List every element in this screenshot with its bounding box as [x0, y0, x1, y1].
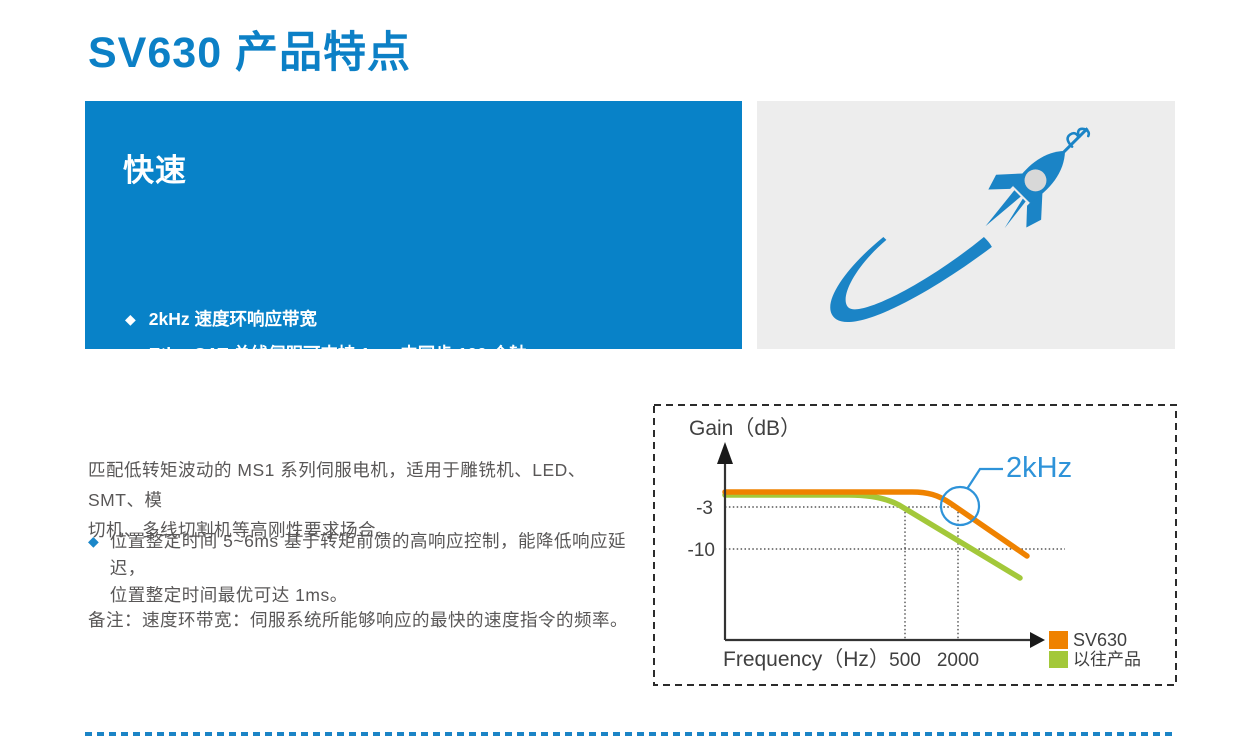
feature-bullet-text: 位置整定时间 5~6ms 基于转矩前馈的高响应控制，能降低响应延迟， 位置整定时…: [110, 528, 640, 609]
rocket-streamer: [1066, 127, 1091, 148]
chart-dashed-border: [653, 404, 1177, 686]
series-line-legacy: [722, 492, 1023, 581]
rocket-trail: [830, 236, 992, 323]
rocket-exhaust: [985, 190, 1021, 227]
x-tick-500: 500: [889, 650, 921, 671]
legend-label-sv630: SV630: [1073, 630, 1127, 650]
bottom-dashed-divider: [85, 732, 1175, 736]
rocket-needle: [1062, 127, 1089, 154]
feature-banner: 快速 ◆ 2kHz 速度环响应带宽 ◆ EtherCAT 总线伺服可支持 1ms…: [85, 101, 742, 364]
y-tick-minus3: -3: [696, 498, 713, 519]
banner-bullet-item: ◆ EtherCAT 总线伺服可支持 1ms 内同步 100 个轴: [125, 341, 527, 366]
description-paragraph-line: 匹配低转矩波动的 MS1 系列伺服电机，适用于雕铣机、LED、SMT、模: [88, 460, 586, 510]
banner-bullet-item: ◆ 2kHz 速度环响应带宽: [125, 306, 317, 331]
banner-bullet-label: 2kHz 速度环响应带宽: [148, 309, 317, 329]
y-axis-arrow: [717, 442, 733, 464]
x-tick-2000: 2000: [937, 650, 979, 671]
annotation-callout-line: [966, 467, 1003, 490]
banner-heading: 快速: [123, 153, 187, 188]
feature-bullet-line: 位置整定时间最优可达 1ms。: [109, 585, 348, 605]
rocket-icon: [830, 127, 1091, 323]
frequency-response-chart: Gain（dB） Frequency（Hz） -3 -10 500 2000 2…: [653, 404, 1177, 691]
chart-canvas: Gain（dB） Frequency（Hz） -3 -10 500 2000 2…: [653, 404, 1177, 686]
description-block: 匹配低转矩波动的 MS1 系列伺服电机，适用于雕铣机、LED、SMT、模 切机、…: [88, 455, 640, 630]
bandwidth-highlight-circle: [939, 485, 981, 527]
series-line-sv630: [722, 489, 1030, 559]
diamond-bullet-icon: ◆: [88, 533, 99, 549]
illustration-panel: [757, 101, 1175, 349]
legend-swatch-legacy: [1049, 651, 1068, 668]
y-tick-minus10: -10: [688, 540, 715, 561]
legend-label-legacy: 以往产品: [1073, 650, 1141, 669]
description-paragraph-line: 切机、多线切割机等高刚性要求场合。: [88, 520, 394, 540]
x-axis-arrow: [1030, 632, 1045, 648]
rocket-exhaust: [1004, 198, 1026, 229]
legend-swatch-sv630: [1049, 631, 1068, 649]
axes: [723, 455, 1032, 642]
feature-bullet-line: 位置整定时间 5~6ms 基于转矩前馈的高响应控制，能降低响应延迟，: [109, 531, 627, 578]
feature-bullet-item: ◆ 位置整定时间 5~6ms 基于转矩前馈的高响应控制，能降低响应延迟， 位置整…: [88, 528, 640, 609]
banner-bullet-label: EtherCAT 总线伺服可支持 1ms 内同步 100 个轴: [148, 344, 527, 364]
note-text: 备注：速度环带宽：伺服系统所能够响应的最快的速度指令的频率。: [88, 610, 628, 630]
diamond-bullet-icon: ◆: [125, 345, 136, 362]
reference-gridlines: [725, 506, 1065, 640]
rocket-window: [1024, 169, 1047, 192]
diamond-bullet-icon: ◆: [125, 310, 136, 327]
annotation-2khz: 2kHz: [1006, 452, 1072, 484]
rocket-fin: [1026, 190, 1043, 228]
x-axis-label: Frequency（Hz）: [723, 648, 890, 671]
rocket-fin: [988, 173, 1026, 190]
y-axis-label: Gain（dB）: [689, 417, 801, 440]
page-title: SV630 产品特点: [88, 29, 412, 77]
